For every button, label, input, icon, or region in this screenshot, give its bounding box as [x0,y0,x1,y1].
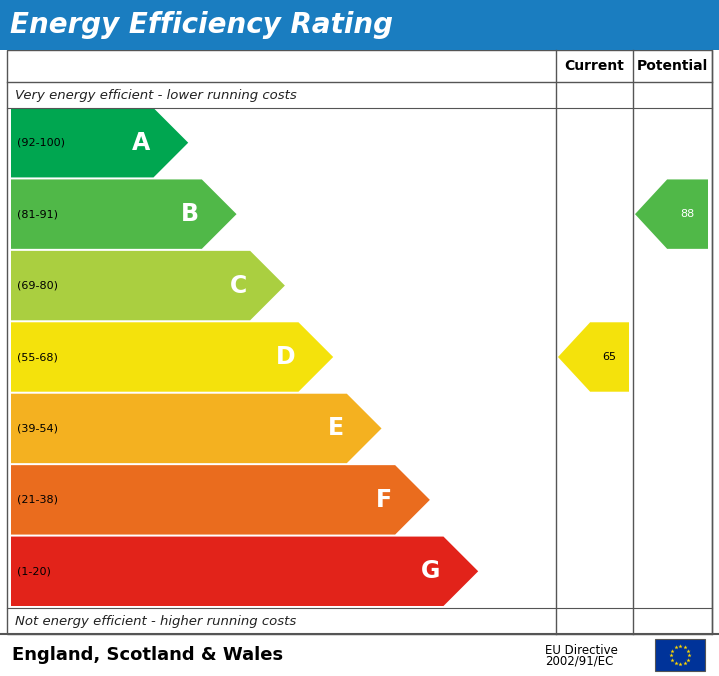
Text: F: F [376,488,392,512]
Text: E: E [328,416,344,441]
Bar [655,639,705,671]
Text: Not energy efficient - higher running costs: Not energy efficient - higher running co… [15,614,296,627]
Text: 65: 65 [603,352,617,362]
Text: England, Scotland & Wales: England, Scotland & Wales [12,646,283,664]
Polygon shape [11,179,237,249]
Polygon shape [11,465,430,535]
Text: G: G [421,559,441,583]
Text: Very energy efficient - lower running costs: Very energy efficient - lower running co… [15,89,297,101]
Bar [0,0,719,50]
Text: (21-38): (21-38) [17,495,58,505]
Text: 88: 88 [680,209,695,219]
Text: Current: Current [564,59,624,73]
Text: (81-91): (81-91) [17,209,58,219]
Polygon shape [11,251,285,320]
Text: EU Directive: EU Directive [545,644,618,656]
Text: A: A [132,130,150,155]
Text: (1-20): (1-20) [17,566,51,576]
Bar [7,50,712,634]
Polygon shape [11,322,333,391]
Text: (69-80): (69-80) [17,281,58,291]
Text: Potential: Potential [637,59,708,73]
Text: Energy Efficiency Rating: Energy Efficiency Rating [10,11,393,39]
Text: D: D [276,345,296,369]
Polygon shape [635,179,708,249]
Text: B: B [180,202,199,226]
Polygon shape [558,322,629,391]
Text: C: C [230,274,247,297]
Text: 2002/91/EC: 2002/91/EC [545,654,613,667]
Polygon shape [11,393,382,463]
Text: (39-54): (39-54) [17,423,58,433]
Text: (55-68): (55-68) [17,352,58,362]
Polygon shape [11,108,188,177]
Polygon shape [11,537,478,606]
Text: (92-100): (92-100) [17,138,65,148]
